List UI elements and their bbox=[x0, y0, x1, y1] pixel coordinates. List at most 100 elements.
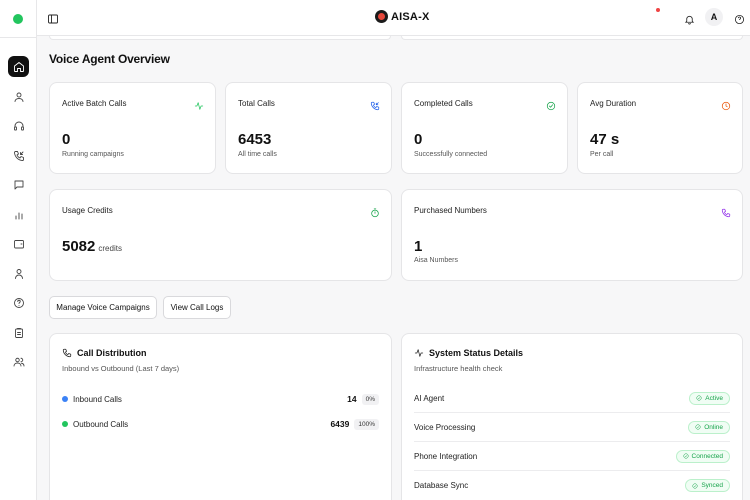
check-circle-icon bbox=[696, 395, 702, 401]
help-button[interactable] bbox=[734, 12, 745, 25]
status-row-phone-integration: Phone Integration Connected bbox=[414, 442, 730, 471]
sidebar-item-wallet[interactable] bbox=[8, 233, 29, 254]
clock-icon bbox=[721, 98, 731, 111]
status-badge: Active bbox=[689, 391, 730, 405]
headset-icon bbox=[13, 121, 24, 130]
status-row-voice-processing: Voice Processing Online bbox=[414, 413, 730, 442]
credits-label: Usage Credits bbox=[62, 206, 113, 215]
credits-value: 5082 credits bbox=[62, 238, 122, 255]
stat-card-completed-calls: Completed Calls 0 Successfully connected bbox=[401, 82, 568, 174]
phone-incoming-icon bbox=[13, 150, 24, 161]
brand[interactable]: AISA-X bbox=[375, 10, 429, 23]
distribution-row-inbound: Inbound Calls 14 0% bbox=[62, 392, 379, 406]
status-text: Connected bbox=[691, 452, 723, 460]
distribution-label: Inbound Calls bbox=[73, 394, 122, 404]
status-text: Online bbox=[704, 423, 723, 431]
credits-number: 5082 bbox=[62, 238, 96, 255]
stat-subtitle: Per call bbox=[590, 151, 614, 158]
stat-subtitle: Successfully connected bbox=[414, 151, 488, 158]
top-header: AISA-X A bbox=[37, 0, 750, 36]
call-distribution-panel: Call Distribution Inbound vs Outbound (L… bbox=[49, 333, 392, 500]
credits-unit: credits bbox=[98, 244, 122, 253]
system-title: System Status Details bbox=[429, 348, 524, 358]
brand-logo-icon bbox=[375, 10, 388, 23]
stat-value: 6453 bbox=[238, 131, 272, 148]
user-icon bbox=[14, 92, 23, 102]
stat-value: 0 bbox=[414, 131, 423, 148]
stat-value: 0 bbox=[62, 131, 71, 148]
message-icon bbox=[14, 180, 23, 189]
notifications-button[interactable] bbox=[684, 12, 695, 25]
stat-label: Total Calls bbox=[238, 99, 275, 108]
panel-left-icon bbox=[48, 14, 58, 24]
page-title: Voice Agent Overview bbox=[49, 52, 170, 66]
help-circle-icon bbox=[13, 297, 24, 308]
bell-icon bbox=[684, 15, 695, 25]
status-label: AI Agent bbox=[414, 393, 445, 403]
status-label: Voice Processing bbox=[414, 422, 476, 432]
status-text: Active bbox=[705, 394, 723, 402]
stat-label: Avg Duration bbox=[590, 99, 637, 108]
sidebar-item-home[interactable] bbox=[8, 56, 29, 77]
system-subtitle: Infrastructure health check bbox=[414, 364, 503, 373]
card-edge bbox=[401, 36, 743, 40]
users-icon bbox=[13, 357, 24, 366]
card-edge bbox=[49, 36, 391, 40]
status-badge: Synced bbox=[685, 479, 730, 492]
home-icon bbox=[13, 61, 24, 72]
numbers-subtitle: Aisa Numbers bbox=[414, 257, 458, 264]
sidebar-item-messages[interactable] bbox=[8, 174, 29, 195]
manage-voice-campaigns-button[interactable]: Manage Voice Campaigns bbox=[49, 296, 157, 319]
status-row-ai-agent: AI Agent Active bbox=[414, 384, 730, 413]
outbound-dot bbox=[62, 421, 68, 427]
sidebar-item-profile[interactable] bbox=[8, 263, 29, 284]
numbers-label: Purchased Numbers bbox=[414, 206, 487, 215]
inbound-dot bbox=[62, 396, 68, 402]
stat-card-total-calls: Total Calls 6453 All time calls bbox=[225, 82, 392, 174]
stat-card-avg-duration: Avg Duration 47 s Per call bbox=[577, 82, 743, 174]
distribution-row-outbound: Outbound Calls 6439 100% bbox=[62, 417, 379, 431]
stat-card-active-batch: Active Batch Calls 0 Running campaigns bbox=[49, 82, 216, 174]
numbers-value: 1 bbox=[414, 238, 423, 255]
status-badge: Connected bbox=[675, 449, 730, 463]
sidebar-item-team[interactable] bbox=[8, 351, 29, 372]
sidebar-toggle-button[interactable] bbox=[47, 12, 59, 24]
panel-title: System Status Details bbox=[414, 348, 523, 358]
sidebar-item-agents[interactable] bbox=[8, 86, 29, 107]
help-icon bbox=[734, 14, 745, 25]
sidebar-item-tasks[interactable] bbox=[8, 322, 29, 343]
phone-icon bbox=[721, 205, 731, 218]
stat-label: Active Batch Calls bbox=[62, 99, 127, 108]
status-row-database-sync: Database Sync Synced bbox=[414, 471, 730, 500]
status-text: Synced bbox=[701, 482, 723, 489]
phone-incoming-icon bbox=[370, 98, 380, 111]
sidebar-divider bbox=[0, 37, 37, 38]
check-circle-icon bbox=[695, 424, 701, 430]
system-status-panel: System Status Details Infrastructure hea… bbox=[401, 333, 743, 500]
sidebar-item-support[interactable] bbox=[8, 115, 29, 136]
distribution-count: 14 bbox=[347, 394, 357, 404]
distribution-percent: 0% bbox=[361, 393, 379, 405]
app-logo[interactable] bbox=[13, 14, 23, 24]
sidebar-item-analytics[interactable] bbox=[8, 204, 29, 225]
sidebar-item-calls[interactable] bbox=[8, 145, 29, 166]
distribution-subtitle: Inbound vs Outbound (Last 7 days) bbox=[62, 364, 180, 373]
distribution-percent: 100% bbox=[354, 418, 379, 430]
activity-icon bbox=[414, 349, 424, 357]
avatar[interactable]: A bbox=[705, 8, 723, 26]
panel-title: Call Distribution bbox=[62, 348, 147, 358]
stat-subtitle: All time calls bbox=[238, 151, 277, 158]
view-call-logs-button[interactable]: View Call Logs bbox=[163, 296, 231, 319]
status-label: Database Sync bbox=[414, 481, 469, 490]
distribution-title: Call Distribution bbox=[77, 348, 147, 358]
bar-chart-icon bbox=[15, 212, 22, 219]
sidebar-item-help[interactable] bbox=[8, 292, 29, 313]
activity-icon bbox=[194, 98, 204, 110]
purchased-numbers-card: Purchased Numbers 1 Aisa Numbers bbox=[401, 189, 743, 281]
usage-credits-card: Usage Credits 5082 credits bbox=[49, 189, 392, 281]
sidebar bbox=[0, 0, 37, 500]
stat-subtitle: Running campaigns bbox=[62, 151, 124, 158]
stat-value: 47 s bbox=[590, 131, 620, 148]
check-circle-icon bbox=[692, 483, 698, 488]
check-circle-icon bbox=[683, 453, 689, 459]
